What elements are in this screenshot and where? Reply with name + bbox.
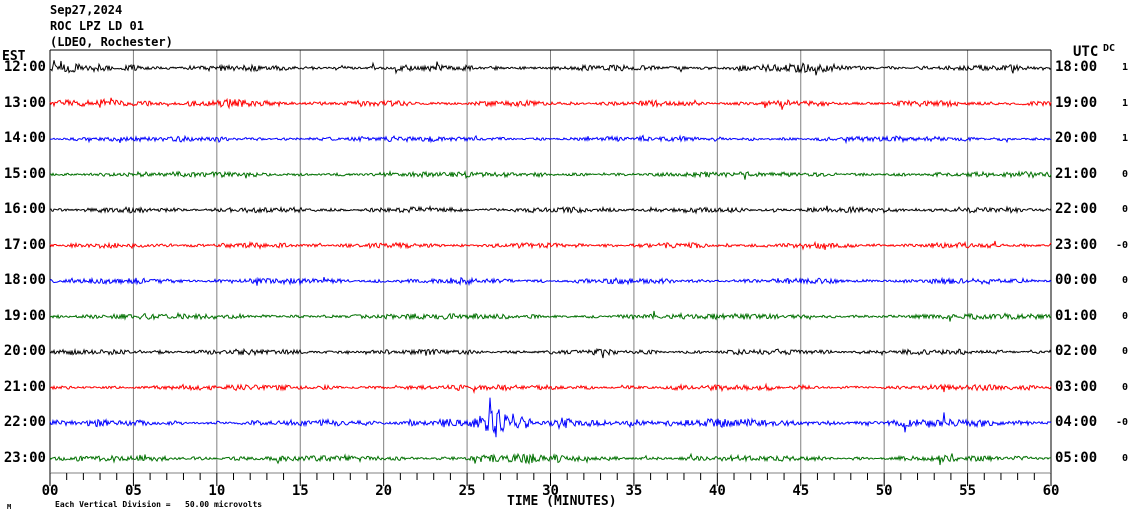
dc-value: 0 [1121,346,1128,357]
dc-value: -0 [1115,417,1128,428]
seismogram-trace-1500 [49,170,1052,180]
utc-time-label: 04:00 [1055,414,1098,430]
dc-column-header: DC [1103,43,1116,54]
dc-value: 0 [1121,275,1128,286]
est-time-label: 15:00 [3,165,46,182]
utc-time-label: 05:00 [1055,449,1098,466]
vertical-scale-note: Each Vertical Division = 50.00 microvolt… [55,500,263,509]
title-network: (LDEO, Rochester) [50,35,173,49]
x-tick-label: 00 [41,483,59,499]
seismogram-trace-1400 [49,134,1052,145]
utc-time-label: 02:00 [1055,343,1098,359]
seismogram-trace-2300 [49,452,1052,466]
est-time-label: 19:00 [3,307,46,324]
est-time-label: 16:00 [3,201,46,217]
seismogram-trace-2100 [49,382,1052,395]
dc-value: 1 [1121,62,1128,73]
x-tick-label: 35 [625,483,643,499]
utc-time-label: 21:00 [1055,165,1098,182]
dc-value: 0 [1121,168,1128,180]
est-time-label: 22:00 [3,414,46,430]
est-time-label: 12:00 [3,59,46,75]
x-tick-label: 05 [124,483,142,499]
title-station: ROC LPZ LD 01 [50,19,144,33]
dc-value: 0 [1121,381,1128,393]
utc-time-label: 20:00 [1055,130,1098,146]
seismogram-trace-1600 [49,204,1052,215]
utc-time-label: 01:00 [1055,307,1098,324]
x-axis-title: TIME (MINUTES) [507,494,617,509]
x-tick-label: 50 [875,483,893,499]
seismogram-trace-1800 [49,276,1052,287]
x-tick-label: 60 [1042,483,1060,499]
seismogram-trace-2000 [49,347,1052,359]
est-time-label: 17:00 [3,236,46,253]
dc-value: -0 [1115,239,1128,251]
est-time-label: 18:00 [3,272,46,288]
dc-value: 1 [1121,133,1128,144]
utc-time-label: 03:00 [1055,378,1098,395]
x-tick-label: 55 [959,483,976,499]
x-tick-label: 40 [708,483,726,499]
title-date: Sep27,2024 [50,3,123,17]
est-time-label: 20:00 [3,343,46,359]
x-tick-label: 45 [792,483,810,499]
watermark-glyph: M [7,503,12,511]
seismogram-trace-2200 [49,397,1052,438]
utc-time-label: 18:00 [1055,59,1098,75]
seismogram-trace-1200 [49,60,1052,76]
utc-time-label: 00:00 [1055,272,1098,288]
dc-value: 0 [1121,310,1128,322]
seismogram-trace-1300 [49,97,1052,110]
x-tick-label: 25 [458,483,476,499]
seismogram-trace-1700 [49,240,1052,251]
est-time-label: 13:00 [3,94,46,111]
dc-value: 1 [1121,97,1128,109]
x-tick-label: 20 [375,483,393,499]
x-tick-label: 30 [542,483,559,499]
plot-title-block: Sep27,2024 ROC LPZ LD 01 (LDEO, Rocheste… [50,2,173,50]
est-time-label: 23:00 [3,449,46,466]
dc-value: 0 [1121,204,1128,215]
seismogram-trace-1900 [49,310,1052,322]
utc-time-label: 19:00 [1055,94,1098,111]
utc-time-label: 23:00 [1055,236,1098,253]
dc-value: 0 [1121,452,1128,464]
est-time-label: 14:00 [3,130,46,146]
x-tick-label: 15 [291,483,309,499]
est-time-label: 21:00 [3,378,46,395]
left-axis-header: EST [2,49,26,64]
right-axis-header: UTC [1073,44,1099,60]
x-tick-label: 10 [208,483,226,499]
utc-time-label: 22:00 [1055,201,1098,217]
